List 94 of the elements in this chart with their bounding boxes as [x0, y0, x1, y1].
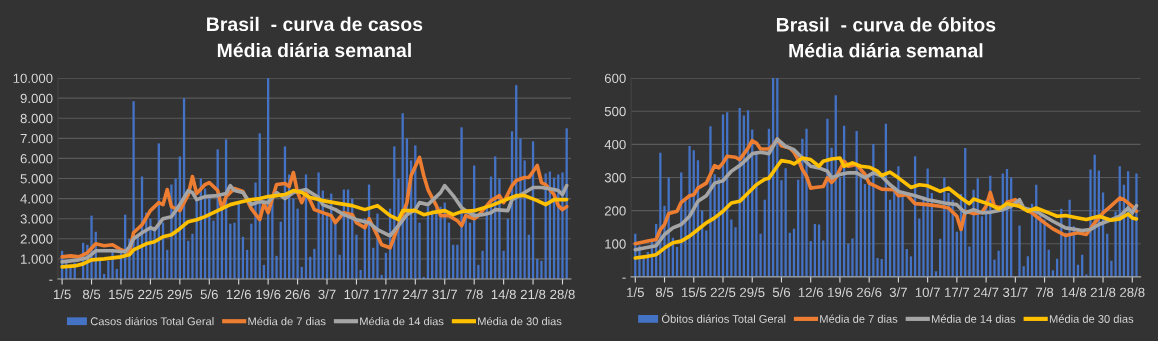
- x-tick-label: 29/5: [740, 287, 765, 297]
- bar: [355, 234, 358, 279]
- x-tick-label: 10/7: [344, 289, 369, 300]
- y-tick-label: -: [49, 279, 53, 281]
- bar: [734, 227, 737, 277]
- x-tick-label: 21/8: [520, 289, 546, 300]
- y-tick-label: 5.000: [20, 174, 53, 184]
- bar: [233, 222, 236, 279]
- x-tick-label: 14/8: [491, 289, 516, 300]
- x-tick-label: 5/6: [200, 289, 218, 300]
- x-tick-label: 3/7: [318, 289, 336, 300]
- y-tick-label: 600: [604, 73, 626, 83]
- line-series: [633, 156, 1139, 260]
- x-tick-label: 7/8: [465, 289, 483, 300]
- x-tick-label: 8/5: [82, 289, 101, 300]
- legend-label: Média de 14 dias: [360, 316, 444, 326]
- x-tick-label: 3/7: [889, 287, 907, 297]
- bar: [212, 220, 215, 279]
- legend-label: Média de 14 dias: [931, 314, 1016, 323]
- bar: [1039, 213, 1042, 277]
- bar: [1114, 211, 1117, 277]
- x-tick-label: 10/7: [915, 287, 940, 297]
- legend-label: Óbitos diários Total Geral: [661, 313, 786, 323]
- bar: [481, 250, 484, 279]
- x-tick-label: 28/8: [1120, 287, 1145, 297]
- y-tick-label: 400: [604, 139, 626, 150]
- legend-label: Média de 30 dias: [1049, 314, 1134, 323]
- bar: [897, 166, 900, 277]
- chart-title: Brasil - curva de casos: [207, 16, 423, 32]
- bar: [540, 260, 543, 279]
- x-tick-label: 31/7: [432, 289, 457, 300]
- x-tick-label: 5/6: [772, 287, 791, 297]
- y-tick-label: 10.000: [13, 73, 53, 83]
- x-tick-label: 21/8: [1090, 287, 1116, 297]
- y-tick-label: 2.000: [20, 234, 53, 244]
- y-tick-label: 1.000: [21, 254, 53, 264]
- bar: [826, 118, 829, 277]
- legend-label: Casos diários Total Geral: [90, 316, 214, 326]
- x-tick-label: 31/7: [1003, 287, 1028, 297]
- x-tick-label: 15/5: [109, 289, 134, 300]
- y-tick-label: 300: [604, 173, 626, 183]
- legend-label: Média de 30 dias: [478, 316, 562, 326]
- bar: [292, 198, 295, 279]
- x-tick-label: 7/8: [1036, 287, 1054, 297]
- legend-label: Média de 7 dias: [248, 316, 326, 326]
- y-tick-label: 9.000: [20, 93, 53, 104]
- bar: [317, 172, 320, 279]
- bar: [418, 222, 421, 279]
- x-tick-label: 17/7: [374, 289, 399, 300]
- x-tick-label: 29/5: [167, 289, 193, 300]
- x-tick-label: 1/5: [53, 289, 71, 300]
- bar: [997, 250, 1000, 277]
- x-tick-label: 19/6: [256, 289, 281, 300]
- x-tick-label: 22/5: [710, 287, 736, 297]
- x-tick-label: 26/6: [856, 287, 882, 297]
- bar: [876, 258, 879, 277]
- x-tick-label: 17/7: [945, 287, 970, 297]
- y-tick-label: 3.000: [20, 214, 53, 224]
- y-tick-label: 200: [604, 206, 626, 216]
- x-tick-label: 26/6: [285, 289, 310, 300]
- bar: [1018, 225, 1021, 277]
- x-tick-label: 14/8: [1061, 287, 1087, 297]
- x-tick-label: 1/5: [627, 287, 644, 297]
- x-tick-label: 22/5: [138, 289, 163, 300]
- bar: [1043, 219, 1046, 277]
- x-tick-label: 24/7: [973, 287, 999, 297]
- y-tick-label: 100: [605, 239, 626, 249]
- y-tick-label: -: [622, 277, 626, 279]
- x-tick-label: 12/6: [226, 289, 251, 300]
- y-tick-label: 500: [604, 106, 626, 117]
- chart-subtitle: Média diária semanal: [789, 43, 983, 58]
- bar: [855, 131, 858, 277]
- bar: [688, 146, 691, 277]
- y-tick-label: 7.000: [20, 133, 53, 144]
- bar: [1135, 173, 1138, 277]
- y-tick-label: 6.000: [20, 154, 53, 164]
- bar: [191, 233, 194, 279]
- bar: [271, 200, 274, 279]
- bar: [132, 101, 135, 279]
- chart-subtitle: Média diária semanal: [217, 42, 411, 58]
- x-tick-label: 24/7: [403, 289, 428, 300]
- x-tick-label: 28/8: [550, 289, 575, 300]
- x-tick-label: 19/6: [828, 287, 853, 297]
- legend-label: Média de 7 dias: [820, 314, 898, 323]
- y-tick-label: 8.000: [20, 113, 53, 124]
- bar: [926, 168, 929, 277]
- chart-title: Brasil - curva de óbitos: [776, 17, 996, 32]
- bar: [519, 138, 522, 279]
- bar: [784, 168, 787, 277]
- x-tick-label: 15/5: [681, 287, 707, 297]
- x-tick-label: 12/6: [798, 287, 823, 297]
- y-tick-label: 4.000: [20, 194, 53, 204]
- x-tick-label: 8/5: [655, 287, 674, 297]
- bar: [1089, 169, 1092, 277]
